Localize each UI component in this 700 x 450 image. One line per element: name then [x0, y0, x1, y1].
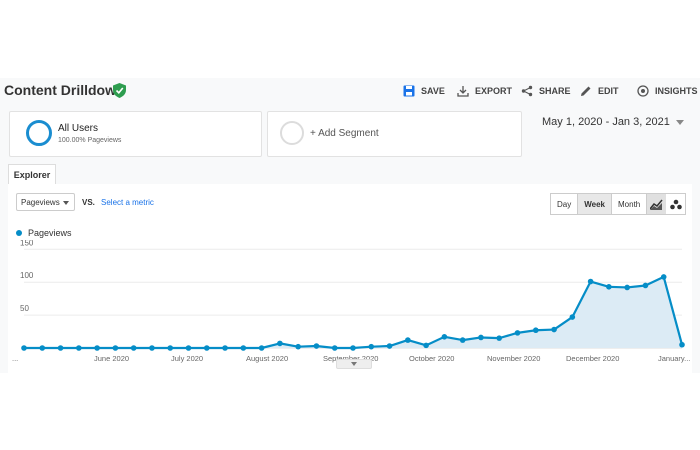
data-point	[441, 334, 448, 340]
data-point	[130, 345, 137, 351]
granularity-week[interactable]: Week	[578, 194, 612, 214]
x-tick-label: June 2020	[94, 354, 129, 363]
add-segment-label: + Add Segment	[310, 128, 379, 139]
data-point	[313, 343, 320, 349]
data-point	[277, 340, 283, 347]
chart-legend: Pageviews	[16, 228, 72, 238]
export-button[interactable]: EXPORT	[457, 83, 512, 99]
data-point	[514, 330, 521, 336]
edit-button[interactable]: EDIT	[580, 83, 619, 99]
data-point	[331, 345, 338, 351]
explorer-panel: Pageviews VS. Select a metric Day Week M…	[8, 184, 692, 373]
segment-sub: 100.00% Pageviews	[58, 137, 122, 144]
insights-button[interactable]: INSIGHTS	[637, 83, 698, 99]
x-tick-label: August 2020	[246, 354, 288, 363]
granularity-day[interactable]: Day	[551, 194, 579, 214]
pageviews-area	[24, 276, 682, 348]
y-tick-label: 150	[20, 240, 34, 247]
data-point	[459, 337, 466, 343]
data-point	[368, 343, 375, 350]
segment-ring-icon	[26, 120, 52, 146]
data-point	[551, 326, 557, 333]
x-tick-label: November 2020	[487, 354, 540, 363]
chart-type-toggle	[646, 193, 686, 215]
legend-label: Pageviews	[28, 228, 72, 238]
legend-dot-icon	[16, 230, 22, 236]
verified-shield-icon	[113, 83, 126, 98]
data-point	[222, 345, 228, 351]
data-point	[203, 345, 210, 351]
date-range-label: May 1, 2020 - Jan 3, 2021	[542, 116, 670, 128]
chevron-down-icon	[63, 201, 69, 205]
data-point	[587, 278, 594, 285]
data-point	[76, 345, 82, 351]
granularity-month[interactable]: Month	[618, 199, 641, 209]
data-point	[185, 345, 192, 351]
data-point	[258, 345, 265, 351]
data-point	[112, 345, 119, 351]
vs-label: VS.	[82, 198, 95, 207]
bubble-chart-icon[interactable]	[666, 194, 685, 214]
data-point	[94, 345, 100, 351]
empty-segment-ring-icon	[280, 121, 304, 145]
tab-explorer[interactable]: Explorer	[8, 164, 56, 185]
data-point	[39, 345, 46, 351]
metric-dropdown[interactable]: Pageviews	[16, 193, 75, 211]
data-point	[606, 284, 612, 290]
y-tick-label: 100	[20, 271, 34, 280]
report-header: Content Drilldown SAVE EXPORT SHARE EDIT…	[0, 78, 700, 104]
data-point	[167, 345, 174, 351]
data-point	[57, 345, 64, 351]
data-point	[386, 343, 393, 349]
insights-icon	[637, 85, 649, 97]
page-title: Content Drilldown	[4, 82, 125, 98]
data-point	[679, 341, 685, 348]
line-chart-icon[interactable]	[647, 194, 666, 214]
add-segment-button[interactable]: + Add Segment	[267, 111, 522, 157]
x-tick-label: September 2020	[323, 354, 378, 363]
segment-all-users[interactable]: All Users 100.00% Pageviews	[9, 111, 262, 157]
x-tick-label: July 2020	[171, 354, 203, 363]
x-tick-label: ...	[12, 354, 18, 363]
date-range-picker[interactable]: May 1, 2020 - Jan 3, 2021	[542, 116, 684, 128]
data-point	[350, 345, 356, 351]
insights-label: INSIGHTS	[655, 86, 698, 96]
analytics-app: Content Drilldown SAVE EXPORT SHARE EDIT…	[0, 78, 700, 373]
data-point	[405, 337, 411, 343]
data-point	[569, 314, 576, 320]
data-point	[21, 345, 27, 351]
pageviews-chart[interactable]: 50 100 150... June 2020 July 2020 August 2020…	[8, 240, 692, 373]
y-tick-label: 50	[20, 304, 29, 313]
collapse-handle[interactable]	[336, 359, 372, 369]
save-icon	[403, 85, 415, 97]
edit-icon	[581, 86, 591, 96]
save-label: SAVE	[421, 86, 445, 96]
data-point	[478, 334, 484, 341]
segment-label: All Users	[58, 123, 99, 134]
share-icon	[521, 85, 533, 97]
share-label: SHARE	[539, 86, 571, 96]
save-button[interactable]: SAVE	[403, 83, 445, 99]
x-tick-label: January...	[658, 354, 690, 363]
data-point	[532, 327, 539, 334]
data-point	[624, 284, 630, 291]
data-point	[240, 345, 247, 351]
select-metric-link[interactable]: Select a metric	[101, 198, 154, 207]
data-point	[642, 282, 649, 289]
data-point	[149, 345, 155, 351]
data-point	[496, 335, 503, 341]
metric-dropdown-value: Pageviews	[21, 197, 60, 207]
data-point	[295, 343, 301, 350]
data-point	[660, 274, 667, 280]
share-button[interactable]: SHARE	[521, 83, 571, 99]
chevron-down-icon	[675, 119, 684, 125]
export-label: EXPORT	[475, 86, 513, 96]
data-point	[423, 342, 429, 349]
chevron-down-icon	[351, 362, 357, 366]
edit-label: EDIT	[598, 86, 619, 96]
granularity-toggle: Day Week Month	[550, 193, 648, 215]
x-tick-label: December 2020	[566, 354, 619, 363]
x-tick-label: October 2020	[409, 354, 454, 363]
export-icon	[457, 86, 469, 97]
